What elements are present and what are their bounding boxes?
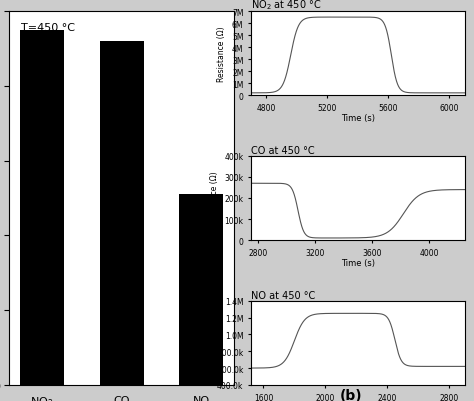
Text: (b): (b) <box>339 388 362 401</box>
Text: NO at 450 °C: NO at 450 °C <box>251 290 315 300</box>
Y-axis label: Resistance (Ω): Resistance (Ω) <box>210 171 219 226</box>
X-axis label: Time (s): Time (s) <box>341 259 375 267</box>
Y-axis label: Resistance (Ω): Resistance (Ω) <box>202 315 211 371</box>
Bar <box>19 31 64 385</box>
Bar <box>180 195 223 385</box>
Text: CO at 450 °C: CO at 450 °C <box>251 146 315 156</box>
Text: T=450 °C: T=450 °C <box>21 23 75 33</box>
Text: NO$_2$ at 450 °C: NO$_2$ at 450 °C <box>251 0 322 12</box>
Y-axis label: Resistance (Ω): Resistance (Ω) <box>218 26 227 82</box>
Bar <box>100 42 144 385</box>
X-axis label: Time (s): Time (s) <box>341 114 375 123</box>
